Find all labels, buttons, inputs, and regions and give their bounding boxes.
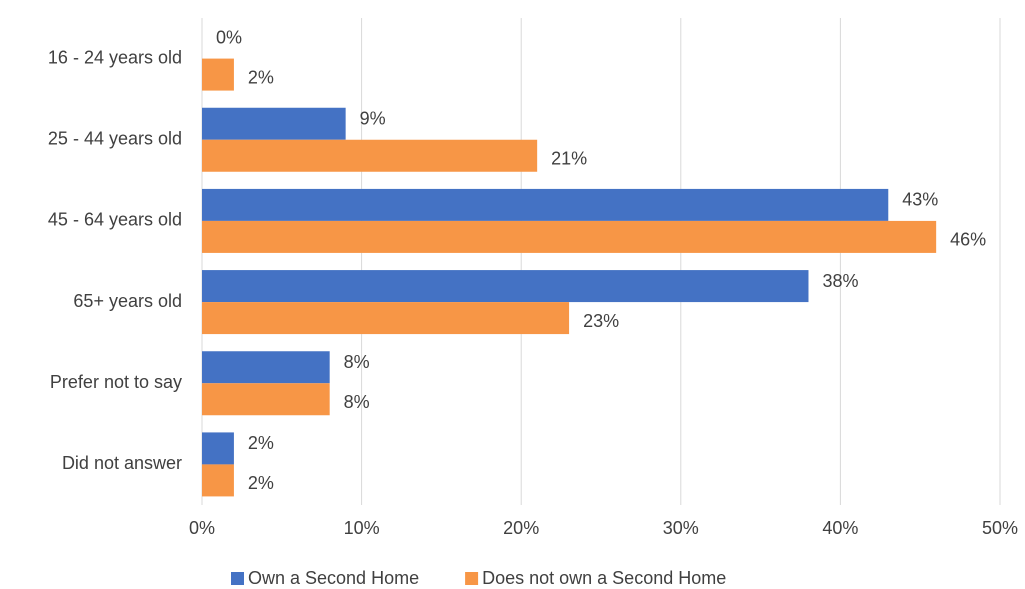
data-label: 43% — [902, 190, 938, 210]
y-tick-label: 16 - 24 years old — [48, 47, 182, 67]
y-tick-label: Prefer not to say — [50, 372, 182, 392]
bar — [202, 464, 234, 497]
bar — [202, 139, 538, 172]
data-label: 8% — [344, 392, 370, 412]
bar — [202, 188, 889, 221]
data-label: 21% — [551, 149, 587, 169]
legend-label: Does not own a Second Home — [482, 568, 726, 588]
data-label: 8% — [344, 352, 370, 372]
y-tick-label: 25 - 44 years old — [48, 129, 182, 149]
y-tick-label: Did not answer — [62, 453, 182, 473]
x-tick-label: 40% — [822, 518, 858, 538]
bar — [202, 383, 330, 416]
data-label: 38% — [822, 271, 858, 291]
x-tick-label: 10% — [344, 518, 380, 538]
bar — [202, 58, 234, 91]
y-tick-label: 45 - 64 years old — [48, 210, 182, 230]
bar — [202, 107, 346, 140]
x-tick-label: 50% — [982, 518, 1018, 538]
bar — [202, 220, 937, 253]
legend-swatch — [465, 572, 479, 585]
y-tick-label: 65+ years old — [73, 291, 182, 311]
bar — [202, 270, 809, 303]
data-label: 2% — [248, 473, 274, 493]
data-label: 9% — [360, 109, 386, 129]
data-label: 2% — [248, 67, 274, 87]
x-tick-label: 20% — [503, 518, 539, 538]
data-label: 46% — [950, 230, 986, 250]
bar — [202, 432, 234, 465]
data-label: 23% — [583, 311, 619, 331]
x-tick-label: 0% — [189, 518, 215, 538]
bar — [202, 302, 570, 335]
data-label: 2% — [248, 433, 274, 453]
x-tick-label: 30% — [663, 518, 699, 538]
bar — [202, 351, 330, 384]
data-label: 0% — [216, 27, 242, 47]
legend-label: Own a Second Home — [248, 568, 419, 588]
legend-swatch — [231, 572, 244, 585]
